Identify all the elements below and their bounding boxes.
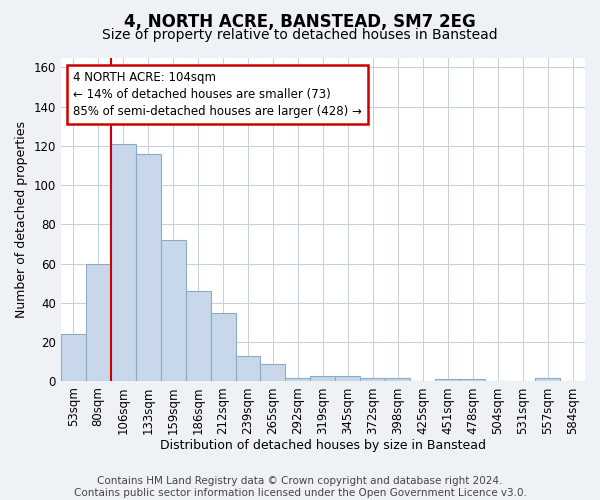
X-axis label: Distribution of detached houses by size in Banstead: Distribution of detached houses by size … — [160, 440, 486, 452]
Bar — [535, 378, 560, 382]
Bar — [361, 378, 385, 382]
Bar — [460, 380, 485, 382]
Text: Contains HM Land Registry data © Crown copyright and database right 2024.
Contai: Contains HM Land Registry data © Crown c… — [74, 476, 526, 498]
Bar — [111, 144, 136, 382]
Y-axis label: Number of detached properties: Number of detached properties — [15, 121, 28, 318]
Bar — [260, 364, 286, 382]
Bar — [211, 312, 236, 382]
Bar — [335, 376, 361, 382]
Bar — [310, 376, 335, 382]
Bar — [286, 378, 310, 382]
Bar — [61, 334, 86, 382]
Bar — [435, 380, 460, 382]
Bar — [161, 240, 185, 382]
Bar — [185, 291, 211, 382]
Text: Size of property relative to detached houses in Banstead: Size of property relative to detached ho… — [102, 28, 498, 42]
Bar — [86, 264, 111, 382]
Text: 4, NORTH ACRE, BANSTEAD, SM7 2EG: 4, NORTH ACRE, BANSTEAD, SM7 2EG — [124, 12, 476, 30]
Bar — [385, 378, 410, 382]
Bar — [136, 154, 161, 382]
Text: 4 NORTH ACRE: 104sqm
← 14% of detached houses are smaller (73)
85% of semi-detac: 4 NORTH ACRE: 104sqm ← 14% of detached h… — [73, 71, 362, 118]
Bar — [236, 356, 260, 382]
